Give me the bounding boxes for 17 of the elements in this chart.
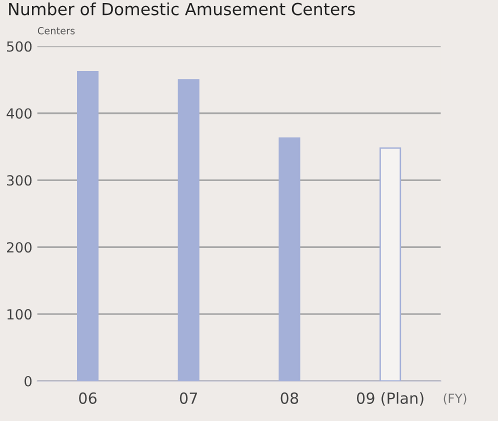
x-tick-label: 07 xyxy=(180,392,198,404)
y-tick-label: 300 xyxy=(7,175,32,186)
bar xyxy=(278,137,300,382)
x-tick-label: 08 xyxy=(280,392,298,404)
bar xyxy=(76,71,99,382)
y-tick-label: 100 xyxy=(8,309,32,320)
bar xyxy=(178,79,200,382)
y-tick-label: 200 xyxy=(6,242,32,253)
bar xyxy=(380,147,402,382)
y-tick-label: 0 xyxy=(24,376,32,386)
x-tick-label: 09 (Plan) xyxy=(356,392,424,406)
x-tick-label: 06 xyxy=(79,392,97,404)
y-tick-label: 500 xyxy=(7,41,32,52)
y-tick-label: 400 xyxy=(6,108,32,119)
y-axis-title: Centers xyxy=(38,27,75,34)
chart-title: Number of Domestic Amusement Centers xyxy=(9,2,355,16)
x-axis-title: (FY) xyxy=(444,393,466,405)
